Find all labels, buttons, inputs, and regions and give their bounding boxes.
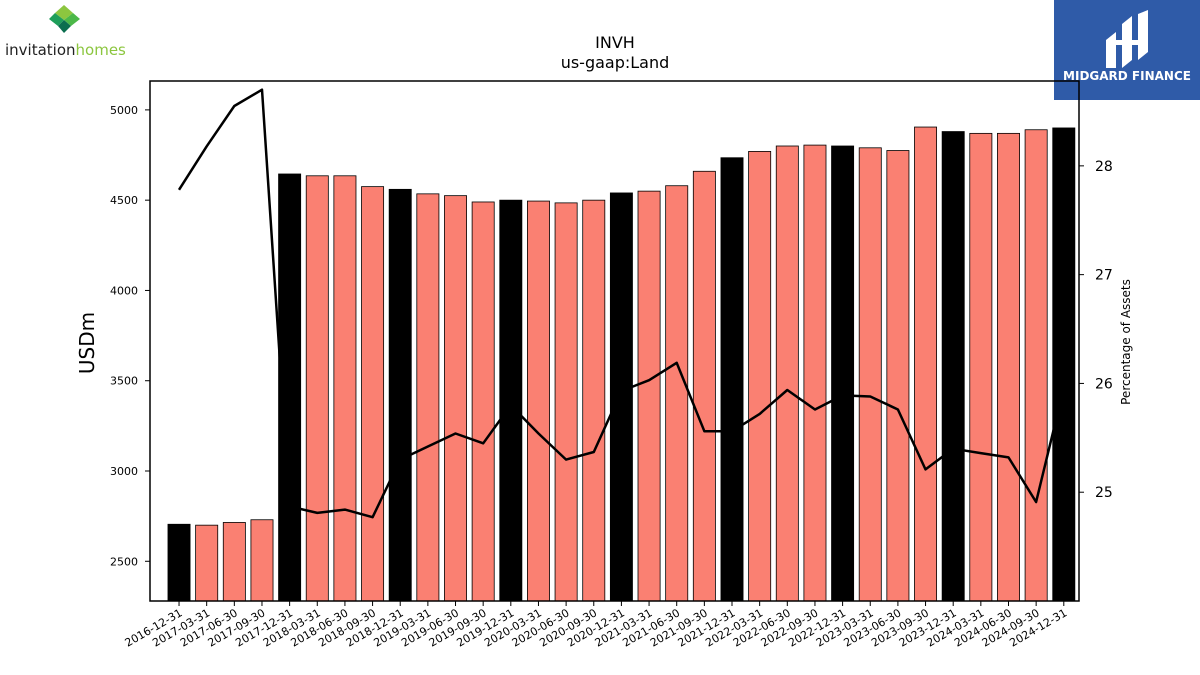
bar-2017-03-31 bbox=[196, 525, 218, 601]
bar-series bbox=[168, 127, 1075, 601]
bar-2020-12-31 bbox=[610, 193, 632, 601]
bar-2016-12-31 bbox=[168, 524, 190, 601]
y2-tick-label: 26 bbox=[1095, 376, 1113, 392]
bar-2021-06-30 bbox=[666, 186, 688, 601]
bar-2021-03-31 bbox=[638, 191, 660, 601]
bar-2017-06-30 bbox=[223, 522, 245, 601]
y-axis-label: USDm bbox=[75, 312, 99, 374]
bar-2021-12-31 bbox=[721, 158, 743, 601]
y-tick-label: 5000 bbox=[110, 104, 138, 117]
y-tick-label: 4500 bbox=[110, 194, 138, 207]
bar-2018-09-30 bbox=[362, 187, 384, 601]
bar-2023-12-31 bbox=[942, 132, 964, 601]
bar-2019-09-30 bbox=[472, 202, 494, 601]
y-tick-label: 3500 bbox=[110, 375, 138, 388]
bar-2020-06-30 bbox=[555, 203, 577, 601]
y2-tick-label: 25 bbox=[1095, 485, 1113, 501]
bar-2022-03-31 bbox=[749, 151, 771, 601]
chart-subtitle: us-gaap:Land bbox=[561, 53, 670, 72]
bar-2024-03-31 bbox=[970, 133, 992, 601]
chart-title: INVH bbox=[595, 33, 635, 52]
bar-2018-03-31 bbox=[306, 176, 328, 601]
bar-2023-06-30 bbox=[887, 151, 909, 601]
bar-2020-09-30 bbox=[583, 200, 605, 601]
y-tick-label: 3000 bbox=[110, 465, 138, 478]
bar-2022-09-30 bbox=[804, 145, 826, 601]
bar-2024-12-31 bbox=[1053, 128, 1075, 601]
bar-2019-03-31 bbox=[417, 194, 439, 601]
y2-tick-label: 28 bbox=[1095, 159, 1113, 175]
bar-2022-06-30 bbox=[776, 146, 798, 601]
bar-2017-09-30 bbox=[251, 520, 273, 601]
bar-2021-09-30 bbox=[693, 171, 715, 601]
bar-2018-12-31 bbox=[389, 189, 411, 601]
bar-2023-03-31 bbox=[859, 148, 881, 601]
bar-2022-12-31 bbox=[832, 146, 854, 601]
bar-2019-06-30 bbox=[444, 196, 466, 601]
y-tick-label: 2500 bbox=[110, 555, 138, 568]
bar-2024-09-30 bbox=[1025, 130, 1047, 601]
bar-2024-06-30 bbox=[997, 133, 1019, 601]
y-tick-label: 4000 bbox=[110, 284, 138, 297]
bar-2020-03-31 bbox=[527, 201, 549, 601]
y2-axis-label: Percentage of Assets bbox=[1119, 279, 1133, 405]
bar-2018-06-30 bbox=[334, 176, 356, 601]
bar-2019-12-31 bbox=[500, 200, 522, 601]
bar-2023-09-30 bbox=[914, 127, 936, 601]
y2-tick-label: 27 bbox=[1095, 268, 1113, 284]
